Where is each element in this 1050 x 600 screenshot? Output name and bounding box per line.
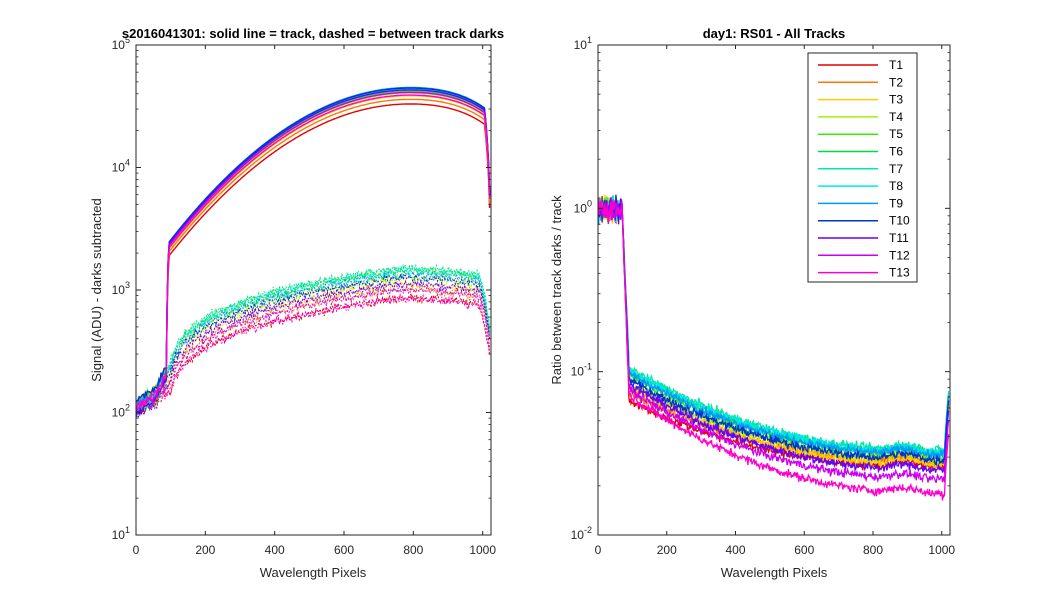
y-tick-label: 100 [574, 198, 592, 215]
dark-series-line [136, 283, 491, 414]
y-tick-exp: 0 [587, 198, 592, 208]
legend-label: T10 [889, 214, 910, 228]
track-series-line [136, 103, 491, 417]
y-tick-exp: 5 [125, 35, 130, 45]
dark-series-line [136, 292, 491, 412]
legend-label: T1 [889, 58, 903, 72]
track-series-line [136, 91, 491, 411]
dark-series-line [136, 270, 491, 412]
x-tick-label: 600 [334, 543, 354, 557]
legend-box [807, 52, 918, 283]
y-tick-base: 10 [112, 38, 126, 52]
y-tick-base: 10 [112, 283, 126, 297]
legend-label: T7 [889, 162, 903, 176]
y-tick-base: 10 [574, 201, 588, 215]
legend-label: T8 [889, 179, 903, 193]
track-series-line [136, 98, 491, 412]
x-tick-label: 200 [657, 543, 677, 557]
y-tick-label: 101 [574, 35, 592, 52]
x-tick-label: 1000 [928, 543, 955, 557]
dark-series-line [136, 273, 491, 407]
dark-series-line [136, 279, 491, 420]
x-tick-label: 1000 [469, 543, 496, 557]
y-tick-label: 104 [112, 158, 130, 175]
x-tick-label: 800 [863, 543, 883, 557]
left-chart-title: s2016041301: solid line = track, dashed … [122, 26, 504, 41]
y-tick-base: 10 [571, 528, 585, 542]
legend-label: T5 [889, 127, 903, 141]
legend-label: T11 [889, 231, 909, 245]
left-plot-area [136, 86, 491, 420]
legend-label: T13 [889, 266, 910, 280]
y-tick-exp: 1 [125, 525, 130, 535]
legend: T1 T2 T3 T4 T5 T6 T7 T8 T9 T10 T11 T12 T13 [807, 52, 918, 283]
y-tick-label: 10-2 [571, 525, 592, 542]
legend-label: T9 [889, 196, 903, 210]
right-x-axis-label: Wavelength Pixels [721, 565, 828, 580]
y-tick-base: 10 [112, 161, 126, 175]
legend-label: T4 [889, 110, 903, 124]
y-tick-base: 10 [112, 528, 126, 542]
y-tick-label: 103 [112, 280, 130, 297]
legend-label: T12 [889, 248, 910, 262]
y-tick-base: 10 [112, 406, 126, 420]
right-chart-title: day1: RS01 - All Tracks [703, 26, 846, 41]
ratio-series-line [598, 194, 950, 466]
dark-series-line [136, 273, 491, 410]
track-series-line [136, 94, 491, 410]
track-series-line [136, 87, 491, 402]
y-tick-exp: -2 [584, 525, 592, 535]
y-tick-exp: 4 [125, 158, 130, 168]
y-tick-label: 101 [112, 525, 130, 542]
legend-label: T6 [889, 145, 903, 159]
right-axes-box [597, 44, 951, 536]
y-tick-base: 10 [571, 365, 585, 379]
ratio-series-line [598, 199, 950, 501]
x-tick-label: 200 [195, 543, 215, 557]
y-tick-exp: 2 [125, 403, 130, 413]
right-plot-area [598, 194, 950, 501]
x-tick-label: 0 [595, 543, 602, 557]
right-y-axis-label: Ratio between track darks / track [549, 195, 564, 385]
track-series-line [136, 89, 491, 417]
left-x-axis-label: Wavelength Pixels [260, 565, 367, 580]
y-tick-exp: -1 [584, 362, 592, 372]
ratio-series-line [598, 197, 950, 484]
x-tick-label: 0 [133, 543, 140, 557]
y-tick-exp: 3 [125, 280, 130, 290]
x-tick-label: 400 [265, 543, 285, 557]
x-tick-label: 800 [403, 543, 423, 557]
y-tick-label: 105 [112, 35, 130, 52]
left-y-axis-label: Signal (ADU) - darks subtracted [89, 198, 104, 382]
y-tick-label: 102 [112, 403, 130, 420]
y-tick-exp: 1 [587, 35, 592, 45]
ratio-series-line [598, 199, 950, 462]
legend-label: T2 [889, 75, 903, 89]
legend-label: T3 [889, 93, 903, 107]
y-tick-base: 10 [574, 38, 588, 52]
ratio-series-line [598, 198, 950, 475]
x-tick-label: 400 [725, 543, 745, 557]
x-tick-label: 600 [794, 543, 814, 557]
y-tick-label: 10-1 [571, 362, 592, 379]
dark-series-line [136, 279, 491, 412]
